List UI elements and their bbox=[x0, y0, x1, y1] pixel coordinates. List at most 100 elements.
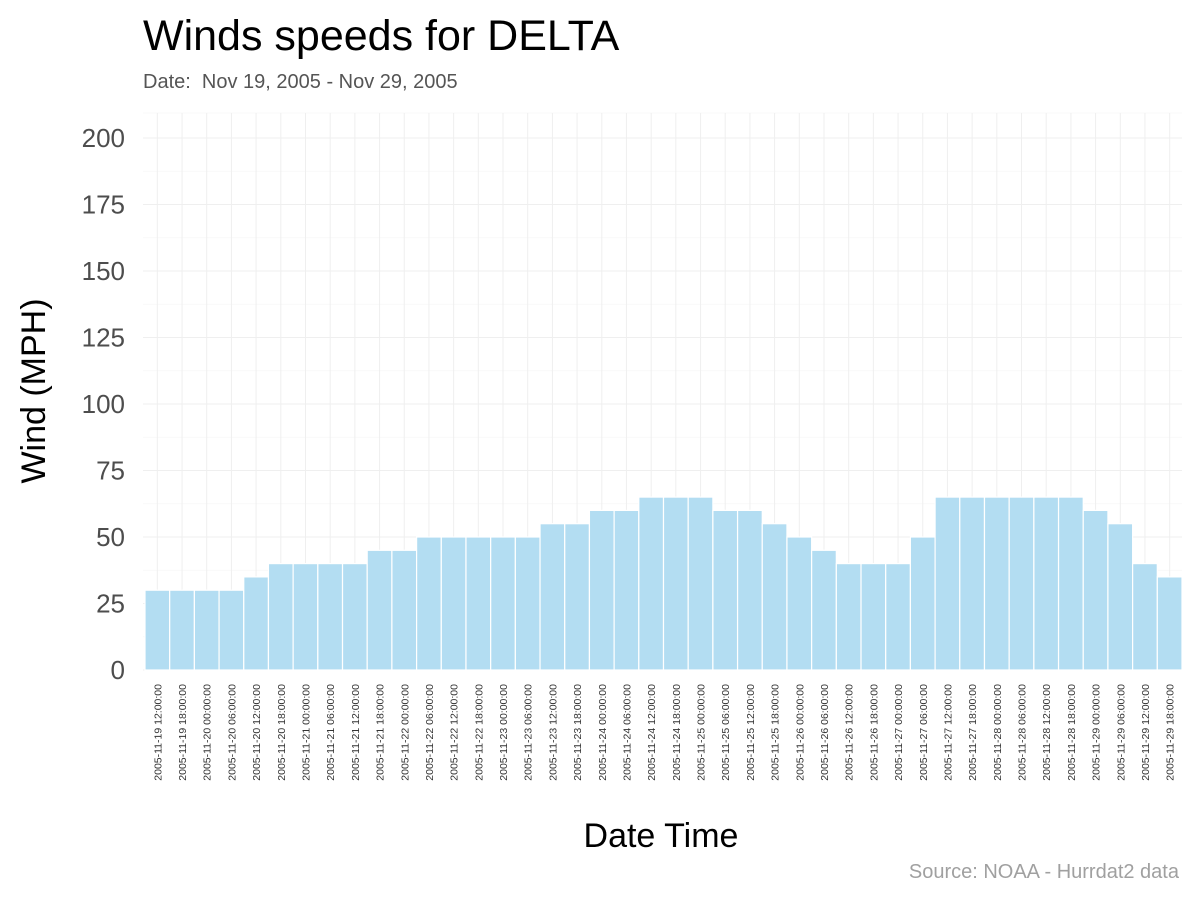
y-tick-label: 25 bbox=[96, 589, 125, 619]
x-tick-label: 2005-11-25 00:00:00 bbox=[696, 684, 708, 781]
x-tick-label: 2005-11-25 18:00:00 bbox=[770, 684, 782, 781]
x-tick-label: 2005-11-24 00:00:00 bbox=[597, 684, 609, 781]
x-tick-label: 2005-11-27 18:00:00 bbox=[967, 684, 979, 781]
x-tick-label: 2005-11-21 12:00:00 bbox=[350, 684, 362, 781]
x-tick-label: 2005-11-24 18:00:00 bbox=[671, 684, 683, 781]
bar bbox=[885, 562, 912, 671]
y-axis-ticks: 0 25 50 75 100 125 150 175 200 bbox=[82, 123, 125, 685]
bar bbox=[391, 549, 418, 671]
bar bbox=[267, 562, 294, 671]
x-tick-label: 2005-11-27 06:00:00 bbox=[918, 684, 930, 781]
bar bbox=[934, 496, 961, 671]
x-tick-label: 2005-11-26 00:00:00 bbox=[794, 684, 806, 781]
x-tick-label: 2005-11-23 06:00:00 bbox=[523, 684, 535, 781]
chart-title: Winds speeds for DELTA bbox=[143, 12, 620, 60]
bar bbox=[1156, 576, 1183, 671]
x-tick-label: 2005-11-29 06:00:00 bbox=[1115, 684, 1127, 781]
x-tick-label: 2005-11-19 12:00:00 bbox=[152, 684, 164, 781]
bar bbox=[835, 562, 862, 671]
x-tick-label: 2005-11-23 00:00:00 bbox=[498, 684, 510, 781]
bar bbox=[712, 509, 739, 671]
x-axis-title: Date Time bbox=[584, 817, 739, 855]
bar bbox=[341, 562, 368, 671]
bar bbox=[588, 509, 615, 671]
x-tick-label: 2005-11-19 18:00:00 bbox=[177, 684, 189, 781]
x-tick-label: 2005-11-27 12:00:00 bbox=[942, 684, 954, 781]
x-tick-label: 2005-11-25 12:00:00 bbox=[745, 684, 757, 781]
x-tick-label: 2005-11-22 12:00:00 bbox=[449, 684, 461, 781]
bar bbox=[193, 589, 220, 671]
bar bbox=[1132, 562, 1158, 671]
x-tick-label: 2005-11-27 00:00:00 bbox=[893, 684, 905, 781]
x-tick-label: 2005-11-25 06:00:00 bbox=[720, 684, 732, 781]
source-caption: Source: NOAA - Hurrdat2 data bbox=[908, 861, 1179, 883]
x-tick-label: 2005-11-28 12:00:00 bbox=[1041, 684, 1053, 781]
x-tick-label: 2005-11-23 18:00:00 bbox=[572, 684, 584, 781]
bar bbox=[1033, 496, 1060, 671]
chart-subtitle: Date: Nov 19, 2005 - Nov 29, 2005 bbox=[143, 71, 458, 93]
bar bbox=[687, 496, 714, 671]
bar bbox=[1082, 509, 1109, 671]
bar bbox=[564, 523, 591, 671]
x-tick-label: 2005-11-28 18:00:00 bbox=[1066, 684, 1078, 781]
bar bbox=[613, 509, 640, 671]
x-tick-label: 2005-11-29 00:00:00 bbox=[1091, 684, 1103, 781]
x-tick-label: 2005-11-20 18:00:00 bbox=[276, 684, 288, 781]
y-tick-label: 75 bbox=[96, 456, 125, 486]
bar bbox=[1107, 523, 1134, 671]
bar bbox=[465, 536, 492, 671]
y-tick-label: 125 bbox=[82, 323, 125, 353]
y-tick-label: 200 bbox=[82, 123, 125, 153]
x-tick-label: 2005-11-24 12:00:00 bbox=[646, 684, 658, 781]
bar bbox=[761, 523, 788, 671]
bar bbox=[1008, 496, 1035, 671]
bar bbox=[909, 536, 936, 671]
bar bbox=[366, 549, 393, 671]
x-tick-label: 2005-11-22 06:00:00 bbox=[424, 684, 436, 781]
x-axis-ticks: 2005-11-19 12:00:00 2005-11-19 18:00:00 20… bbox=[152, 684, 1176, 781]
bar bbox=[440, 536, 467, 671]
bar bbox=[218, 589, 245, 671]
y-tick-label: 100 bbox=[82, 389, 125, 419]
bar bbox=[1057, 496, 1084, 671]
y-axis-title: Wind (MPH) bbox=[15, 298, 53, 483]
x-tick-label: 2005-11-23 12:00:00 bbox=[547, 684, 559, 781]
y-tick-label: 175 bbox=[82, 190, 125, 220]
x-tick-label: 2005-11-21 18:00:00 bbox=[375, 684, 387, 781]
x-tick-label: 2005-11-26 18:00:00 bbox=[868, 684, 880, 781]
x-tick-label: 2005-11-26 12:00:00 bbox=[844, 684, 856, 781]
x-tick-label: 2005-11-24 06:00:00 bbox=[621, 684, 633, 781]
bar bbox=[292, 562, 319, 671]
x-tick-label: 2005-11-29 18:00:00 bbox=[1165, 684, 1177, 781]
bar bbox=[539, 523, 566, 671]
x-tick-label: 2005-11-28 06:00:00 bbox=[1017, 684, 1029, 781]
bar bbox=[638, 496, 665, 671]
x-tick-label: 2005-11-20 12:00:00 bbox=[251, 684, 263, 781]
bar bbox=[736, 509, 763, 671]
x-tick-label: 2005-11-26 06:00:00 bbox=[819, 684, 831, 781]
y-tick-label: 0 bbox=[111, 655, 125, 685]
bar bbox=[786, 536, 813, 671]
x-tick-label: 2005-11-21 06:00:00 bbox=[325, 684, 337, 781]
y-tick-label: 150 bbox=[82, 256, 125, 286]
bar bbox=[811, 549, 837, 671]
bars bbox=[144, 496, 1183, 671]
bar bbox=[490, 536, 516, 671]
x-tick-label: 2005-11-29 12:00:00 bbox=[1140, 684, 1152, 781]
bar bbox=[243, 576, 270, 671]
bar bbox=[959, 496, 986, 671]
bar bbox=[662, 496, 689, 671]
bar bbox=[514, 536, 541, 671]
bar bbox=[416, 536, 442, 671]
bar bbox=[860, 562, 887, 671]
bar bbox=[983, 496, 1010, 671]
x-tick-label: 2005-11-22 00:00:00 bbox=[399, 684, 411, 781]
x-tick-label: 2005-11-21 00:00:00 bbox=[300, 684, 312, 781]
x-tick-label: 2005-11-20 00:00:00 bbox=[202, 684, 214, 781]
bar bbox=[144, 589, 171, 671]
bar bbox=[317, 562, 344, 671]
bar bbox=[169, 589, 195, 671]
x-tick-label: 2005-11-20 06:00:00 bbox=[226, 684, 238, 781]
x-tick-label: 2005-11-28 00:00:00 bbox=[992, 684, 1004, 781]
